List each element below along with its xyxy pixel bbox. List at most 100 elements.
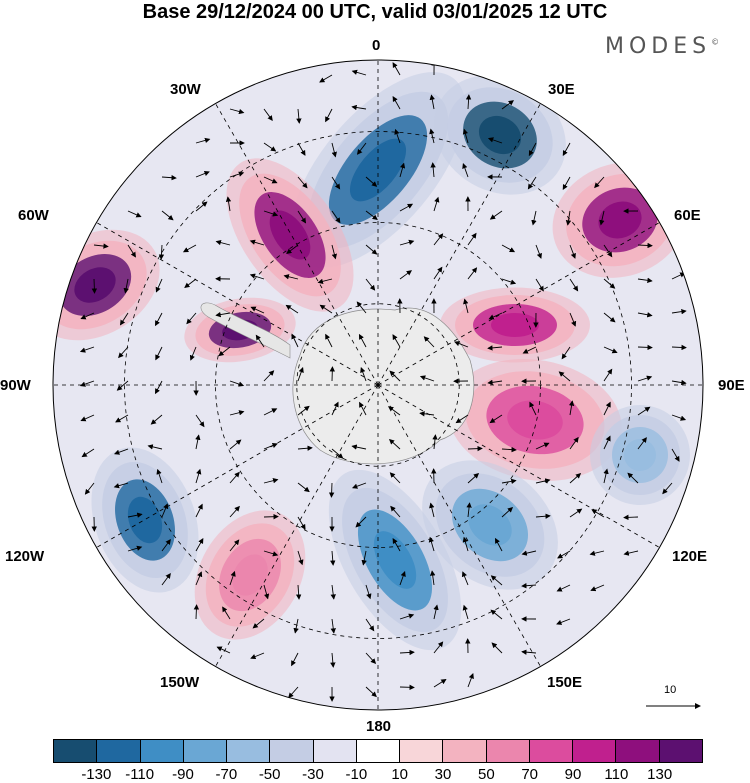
meridian-line xyxy=(215,384,379,667)
wind-arrow xyxy=(467,473,480,484)
wind-arrow xyxy=(215,311,231,318)
wind-arrow xyxy=(263,210,279,217)
wind-arrow xyxy=(286,244,299,254)
wind-arrow xyxy=(671,344,687,351)
wind-arrow xyxy=(263,478,279,484)
modes-logo: MODES© xyxy=(605,34,719,59)
lon-label-60e: 60E xyxy=(674,207,701,224)
colorbar-swatch xyxy=(616,740,660,762)
wind-arrow xyxy=(462,536,469,552)
colorbar-swatch xyxy=(400,740,444,762)
lon-label-30w: 30W xyxy=(170,81,201,98)
graticule xyxy=(53,60,703,710)
wind-arrow xyxy=(150,414,163,425)
wind-arrow xyxy=(531,210,537,226)
wind-arrow xyxy=(263,142,277,152)
wind-arrow xyxy=(360,367,367,382)
wind-arrow xyxy=(229,505,240,518)
wind-arrow xyxy=(216,646,231,654)
wind-arrow xyxy=(127,244,136,258)
wind-arrow xyxy=(195,201,208,212)
wind-arrow xyxy=(161,503,169,518)
wind-arrow xyxy=(535,478,551,484)
wind-arrow xyxy=(229,171,245,178)
wind-arrow xyxy=(80,312,95,320)
wind-arrow xyxy=(365,652,377,664)
wind-arrow xyxy=(487,379,503,386)
wind-arrow xyxy=(365,210,378,221)
wind-arrow xyxy=(249,273,265,280)
anomaly-cell xyxy=(448,358,622,482)
wind-arrow xyxy=(623,550,639,556)
wind-arrow xyxy=(521,583,537,589)
wind-arrow xyxy=(84,482,95,495)
wind-arrow xyxy=(432,434,438,450)
wind-arrow xyxy=(603,401,611,416)
wind-arrow xyxy=(123,278,129,294)
wind-arrow xyxy=(331,448,344,459)
wind-arrow xyxy=(356,301,367,314)
wind-arrow xyxy=(147,444,163,450)
wind-arrow xyxy=(359,401,367,416)
wind-arrow xyxy=(297,405,310,416)
wind-arrow xyxy=(392,538,401,552)
wind-arrow xyxy=(127,512,143,518)
wind-arrow xyxy=(461,571,469,586)
wind-arrow xyxy=(317,278,333,284)
wind-arrow xyxy=(263,584,270,600)
wind-arrow xyxy=(599,210,605,226)
anomaly-cell xyxy=(194,510,306,640)
wind-arrow xyxy=(182,244,197,253)
wind-arrow xyxy=(535,244,542,259)
wind-arrow xyxy=(419,411,435,417)
wind-arrow xyxy=(637,312,653,318)
wind-arrow xyxy=(535,278,544,292)
wind-arrow xyxy=(330,584,336,600)
wind-arrow xyxy=(591,509,605,518)
wind-arrow xyxy=(331,142,337,158)
colorbar-tick-label: -90 xyxy=(172,766,194,783)
meridian-line xyxy=(377,103,541,386)
wind-arrow xyxy=(603,435,611,450)
wind-arrow xyxy=(252,618,265,629)
brand-text: MODES xyxy=(605,34,712,59)
map-boundary xyxy=(52,59,704,711)
wind-arrow xyxy=(562,142,571,157)
colorbar-tick-label: 10 xyxy=(391,766,408,783)
wind-arrow xyxy=(429,94,435,110)
wind-arrow xyxy=(114,448,129,455)
colorbar-swatch xyxy=(227,740,271,762)
wind-arrow xyxy=(195,503,203,518)
wind-arrow xyxy=(330,652,336,668)
wind-arrow xyxy=(637,344,653,351)
wind-arrow xyxy=(365,686,377,698)
wind-arrow xyxy=(392,62,401,76)
wind-arrow xyxy=(91,278,98,294)
wind-arrow xyxy=(288,686,299,699)
wind-arrow xyxy=(433,233,444,246)
wind-arrow xyxy=(399,203,414,212)
wind-arrow xyxy=(399,613,415,620)
wind-arrow xyxy=(297,210,307,224)
wind-arrow xyxy=(637,375,653,382)
wind-arrow xyxy=(325,333,333,348)
lon-label-30e: 30E xyxy=(548,81,575,98)
wind-arrow xyxy=(467,445,483,452)
wind-arrow xyxy=(590,584,605,592)
wind-arrow xyxy=(195,538,204,552)
wind-arrow xyxy=(193,604,200,620)
reference-vector-label: 10 xyxy=(664,684,677,696)
wind-arrow xyxy=(229,471,240,484)
wind-arrow xyxy=(603,312,616,323)
wind-arrow xyxy=(501,244,516,253)
wind-arrow xyxy=(390,505,401,518)
colorbar-swatch xyxy=(183,740,228,762)
wind-arrow xyxy=(389,472,401,484)
wind-arrow xyxy=(467,673,474,688)
map-disc xyxy=(53,60,703,710)
wind-arrow xyxy=(297,482,310,493)
wind-arrow xyxy=(419,375,435,382)
lon-label-90w: 90W xyxy=(0,377,31,394)
wind-arrow xyxy=(319,74,333,83)
wind-arrow xyxy=(293,618,299,634)
